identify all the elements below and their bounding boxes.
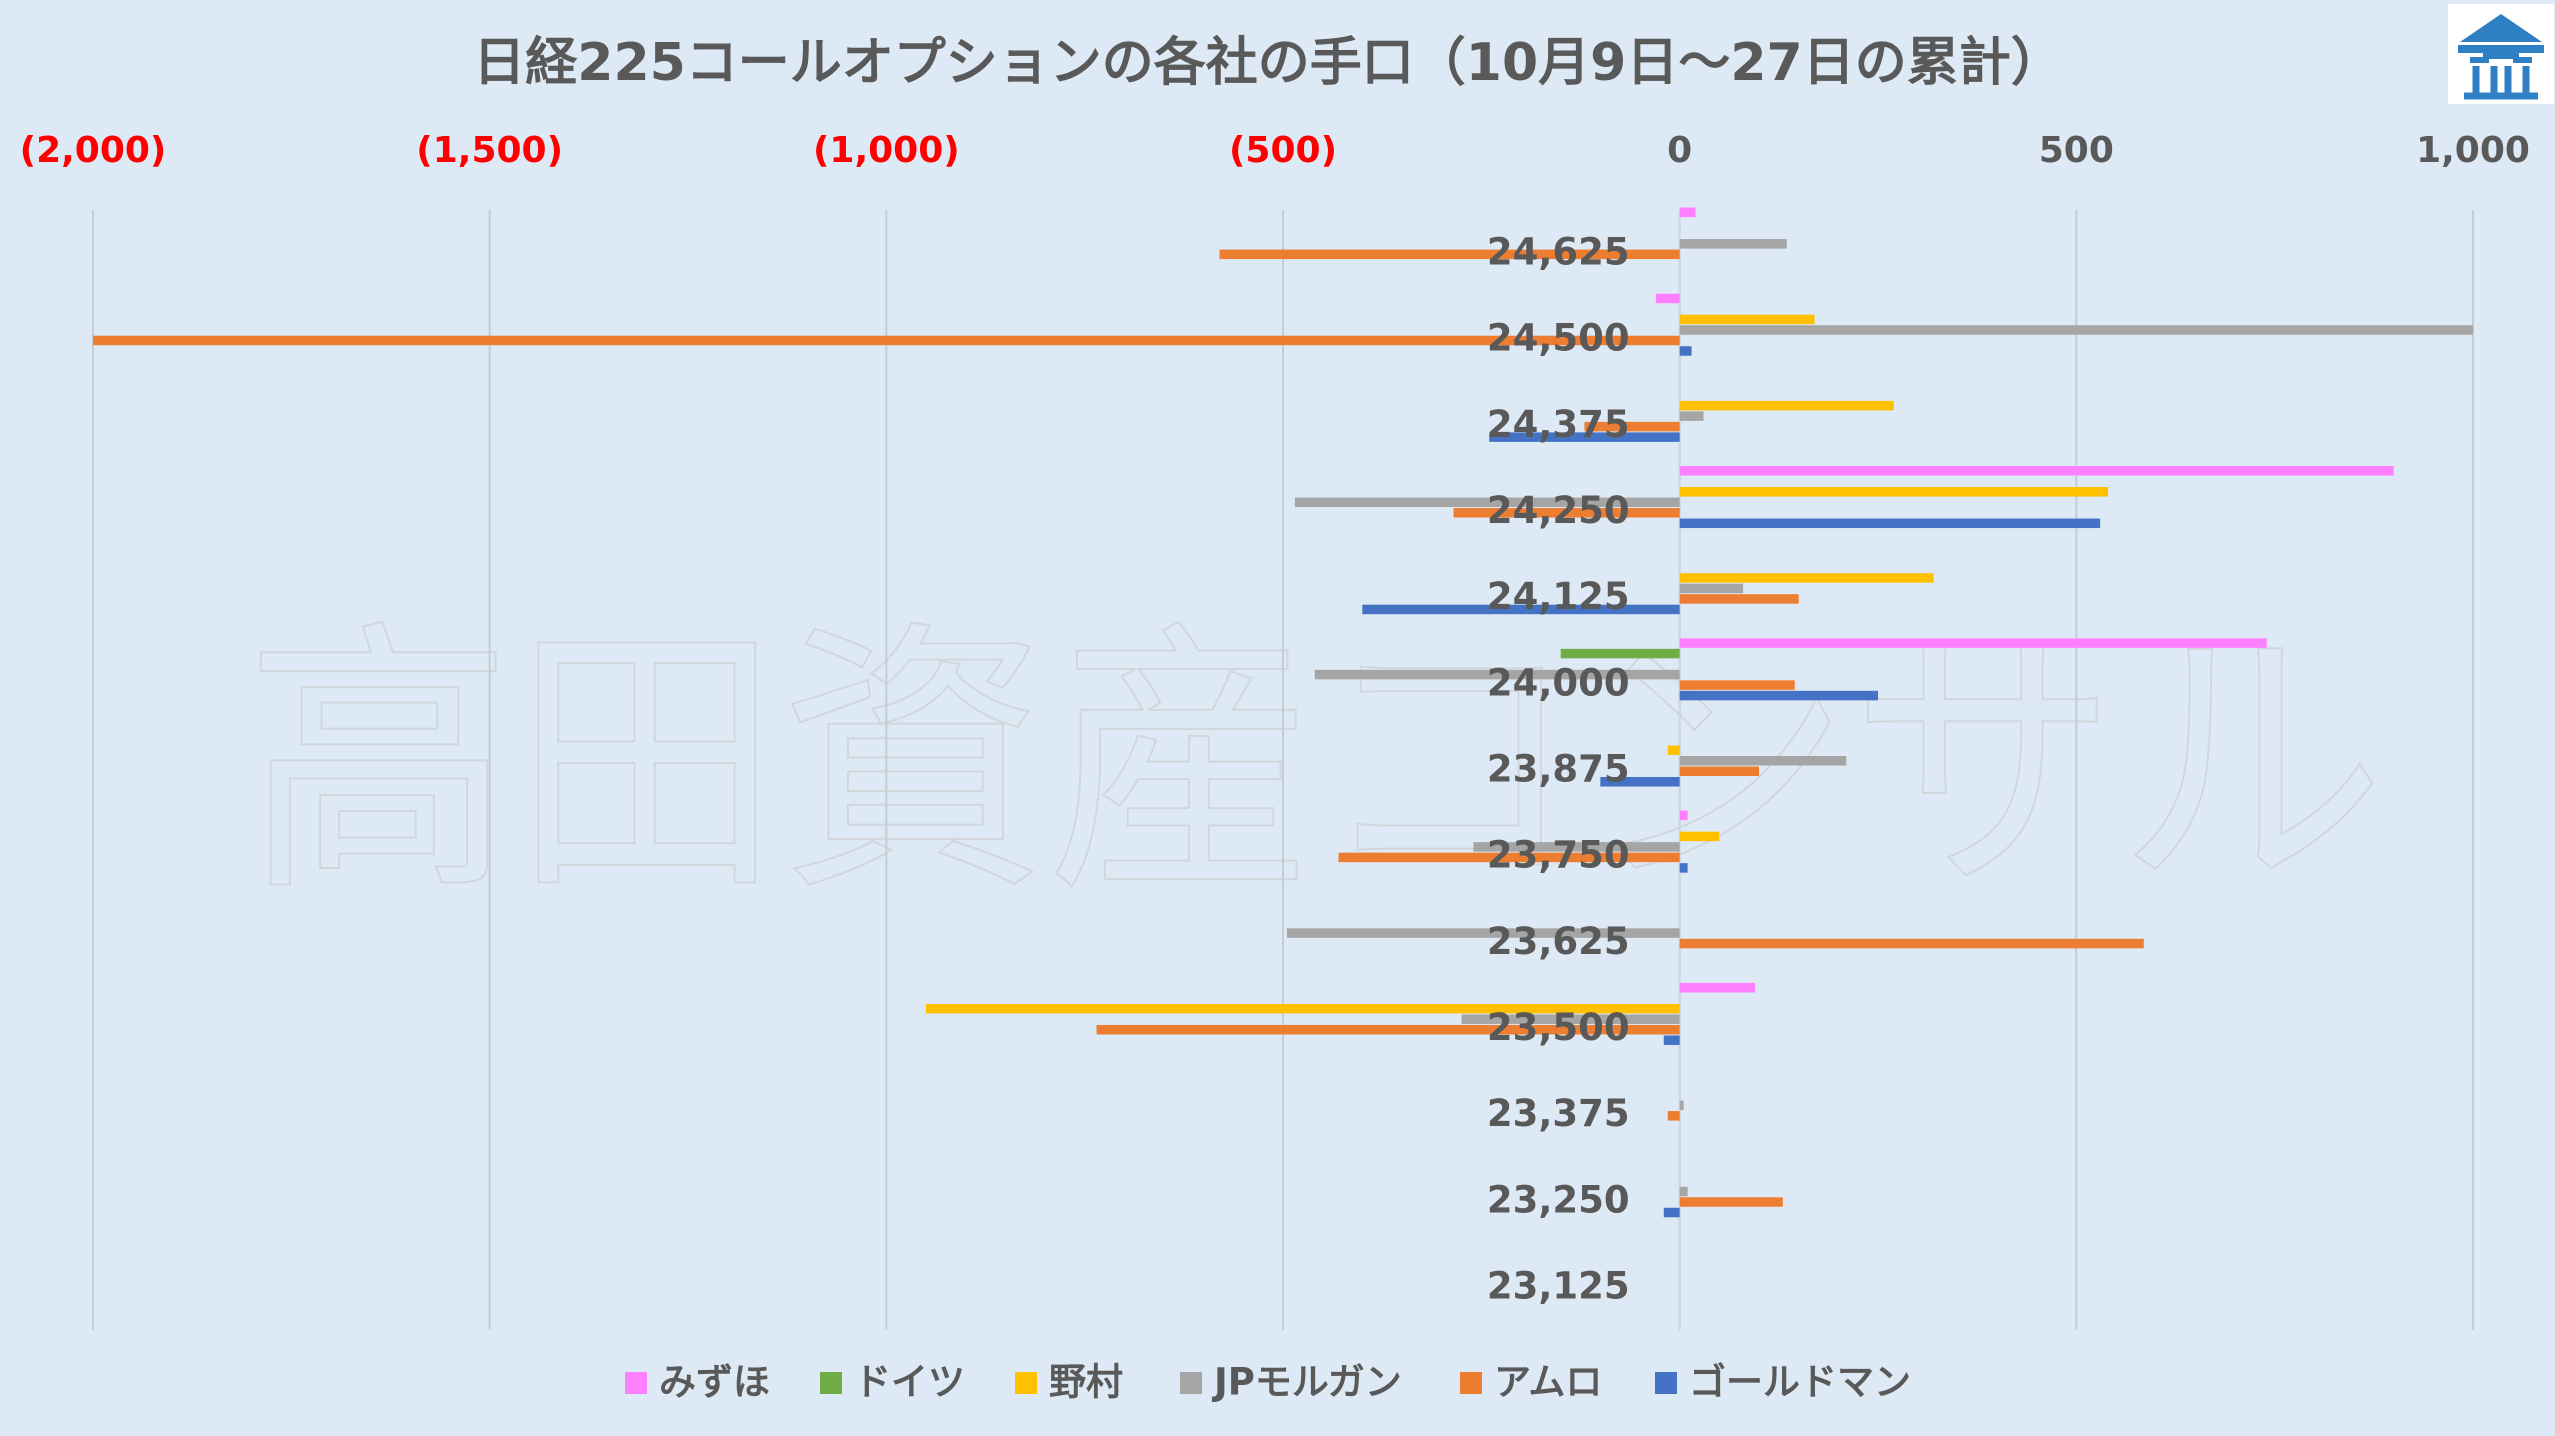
bar xyxy=(1338,852,1680,863)
bar xyxy=(1679,1186,1688,1197)
category-label: 23,625 xyxy=(1487,920,1630,963)
bar xyxy=(1679,766,1759,776)
bar xyxy=(1655,293,1680,304)
x-tick-label: 500 xyxy=(2039,130,2114,171)
category-label: 23,500 xyxy=(1487,1006,1630,1049)
bar xyxy=(1314,669,1680,680)
legend-swatch xyxy=(1015,1372,1037,1394)
bar xyxy=(1679,487,2109,497)
bar xyxy=(1667,1111,1680,1121)
bar xyxy=(1362,604,1680,615)
bar xyxy=(1679,638,2267,648)
bar xyxy=(1584,421,1680,432)
x-tick-label: (2,000) xyxy=(20,130,167,171)
bar xyxy=(1679,810,1688,821)
legend-swatch xyxy=(1180,1372,1202,1394)
bar xyxy=(1679,466,2394,476)
bar xyxy=(1679,1100,1684,1111)
bar xyxy=(1461,1014,1680,1024)
category-label: 23,125 xyxy=(1487,1264,1630,1307)
x-axis-ticks: (2,000) (1,500) (1,000) (500) 0 500 1,000 xyxy=(20,130,2530,171)
bar xyxy=(1679,346,1692,356)
bar xyxy=(1679,938,2144,949)
chart-title: 日経225コールオプションの各社の手口（10月9日～27日の累計） xyxy=(473,33,2062,93)
category-label: 24,250 xyxy=(1487,489,1630,532)
category-label: 24,625 xyxy=(1487,231,1630,274)
legend-label: ドイツ xyxy=(854,1361,965,1404)
bar xyxy=(1473,842,1680,852)
legend-label: 野村 xyxy=(1049,1361,1123,1404)
bar xyxy=(1679,411,1704,421)
bar xyxy=(1679,756,1847,766)
legend-label: アムロ xyxy=(1494,1361,1602,1404)
x-tick-label: (500) xyxy=(1229,130,1337,171)
category-label: 24,125 xyxy=(1487,575,1630,618)
bar xyxy=(1679,680,1795,690)
legend-swatch xyxy=(820,1372,842,1394)
bar xyxy=(1679,400,1894,411)
bar xyxy=(1294,497,1680,508)
legend-label: ゴールドマン xyxy=(1689,1361,1911,1404)
x-tick-label: (1,000) xyxy=(813,130,960,171)
bar xyxy=(1453,508,1680,518)
bar xyxy=(1679,594,1799,604)
bar xyxy=(1286,928,1680,938)
legend-swatch xyxy=(625,1372,647,1394)
category-label: 24,375 xyxy=(1487,403,1630,446)
bar xyxy=(1096,1024,1680,1035)
building-logo-icon xyxy=(2448,4,2554,104)
legend-swatch xyxy=(1460,1372,1482,1394)
bar xyxy=(1600,777,1680,787)
category-labels: 24,625 24,500 24,375 24,250 24,125 24,000 23,8… xyxy=(1487,231,1630,1308)
bar xyxy=(1679,325,2473,335)
bar xyxy=(1679,583,1744,594)
legend-swatch xyxy=(1655,1372,1677,1394)
bar xyxy=(1679,1197,1783,1207)
bar xyxy=(1489,432,1680,442)
legend-label: JPモルガン xyxy=(1211,1361,1402,1404)
bar xyxy=(1679,982,1756,993)
category-label: 23,750 xyxy=(1487,834,1630,877)
bar xyxy=(1663,1035,1680,1045)
x-tick-label: 0 xyxy=(1667,130,1692,171)
category-label: 23,875 xyxy=(1487,748,1630,791)
category-label: 23,250 xyxy=(1487,1178,1630,1221)
bar xyxy=(1679,518,2101,529)
bar xyxy=(1679,207,1696,218)
bar xyxy=(1679,314,1815,325)
bar xyxy=(1679,863,1688,873)
bar xyxy=(1560,648,1680,659)
category-label: 23,375 xyxy=(1487,1092,1630,1135)
category-label: 24,000 xyxy=(1487,661,1630,704)
bar xyxy=(1679,573,1934,583)
bars xyxy=(93,207,2473,1218)
bar xyxy=(926,1003,1680,1014)
bar xyxy=(1679,831,1720,842)
bar xyxy=(1679,239,1787,249)
legend-label: みずほ xyxy=(659,1361,770,1404)
bar xyxy=(1667,745,1680,755)
bar xyxy=(93,335,1680,346)
bar xyxy=(1679,690,1878,701)
bar xyxy=(1663,1207,1680,1218)
bar xyxy=(1219,249,1680,260)
category-label: 24,500 xyxy=(1487,317,1630,360)
x-tick-label: (1,500) xyxy=(416,130,563,171)
watermark: 高田資産コンサル xyxy=(245,598,2385,930)
x-tick-label: 1,000 xyxy=(2416,130,2530,171)
legend: みずほ ドイツ 野村 JPモルガン アムロ ゴールドマン xyxy=(625,1361,1911,1404)
